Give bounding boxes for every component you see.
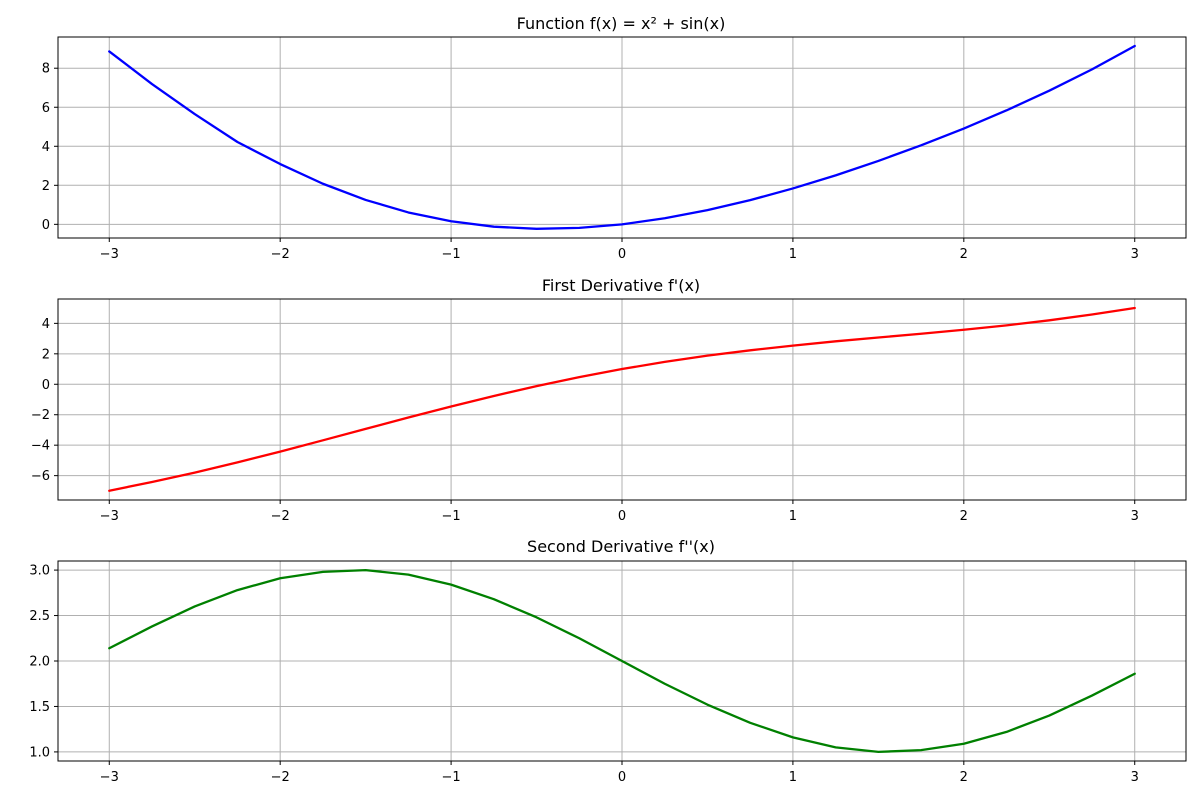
x-tick-label: −1	[442, 247, 461, 262]
y-tick-label: 2	[42, 179, 50, 194]
x-tick-label: 1	[789, 247, 797, 262]
y-tick-label: −6	[31, 469, 50, 484]
series-line	[108, 44, 1136, 230]
x-tick-label: −3	[100, 247, 119, 262]
x-tick-label: 0	[618, 770, 626, 785]
x-tick-label: −2	[271, 770, 290, 785]
x-tick-label: 2	[960, 247, 968, 262]
subplot-title: Second Derivative f''(x)	[527, 537, 715, 556]
x-tick-label: −1	[442, 770, 461, 785]
subplot-second-derivative: Second Derivative f''(x) −3 −2 −1 0 1 2 3 1.0 1.…	[29, 537, 1187, 785]
x-tick-label: 2	[960, 509, 968, 524]
subplot-function: Function f(x) = x² + sin(x) −3 −2 −1 0 1 2 3 0 2…	[42, 14, 1187, 262]
y-tick-label: 3.0	[29, 564, 50, 579]
x-tick-label: −1	[442, 509, 461, 524]
y-tick-label: −4	[31, 439, 50, 454]
series-line	[108, 568, 1136, 754]
x-tick-label: 3	[1131, 247, 1139, 262]
y-tick-label: 0	[42, 378, 50, 393]
subplot-title: Function f(x) = x² + sin(x)	[517, 14, 726, 33]
x-tick-label: −3	[100, 770, 119, 785]
y-tick-label: 0	[42, 218, 50, 233]
x-tick-label: 0	[618, 247, 626, 262]
x-tick-label: −2	[271, 247, 290, 262]
x-tick-label: 3	[1131, 770, 1139, 785]
y-tick-label: −2	[31, 408, 50, 423]
y-tick-label: 4	[42, 317, 50, 332]
y-tick-label: 4	[42, 140, 50, 155]
series-line	[108, 306, 1136, 492]
x-tick-label: 1	[789, 509, 797, 524]
subplot-title: First Derivative f'(x)	[542, 276, 700, 295]
x-tick-label: 0	[618, 509, 626, 524]
y-tick-label: 2.0	[29, 655, 50, 670]
y-tick-label: 8	[42, 62, 50, 77]
y-tick-label: 2.5	[29, 609, 50, 624]
x-tick-label: −2	[271, 509, 290, 524]
y-tick-label: 1.0	[29, 745, 50, 760]
grid	[58, 299, 1186, 500]
y-tick-label: 2	[42, 347, 50, 362]
x-tick-label: 3	[1131, 509, 1139, 524]
y-tick-label: 6	[42, 101, 50, 116]
x-tick-label: −3	[100, 509, 119, 524]
subplot-first-derivative: First Derivative f'(x) −3 −2 −1 0 1 2 3 −6 −4 −2 0…	[31, 276, 1187, 524]
x-tick-label: 2	[960, 770, 968, 785]
x-tick-label: 1	[789, 770, 797, 785]
grid	[58, 37, 1186, 238]
y-tick-label: 1.5	[29, 700, 50, 715]
